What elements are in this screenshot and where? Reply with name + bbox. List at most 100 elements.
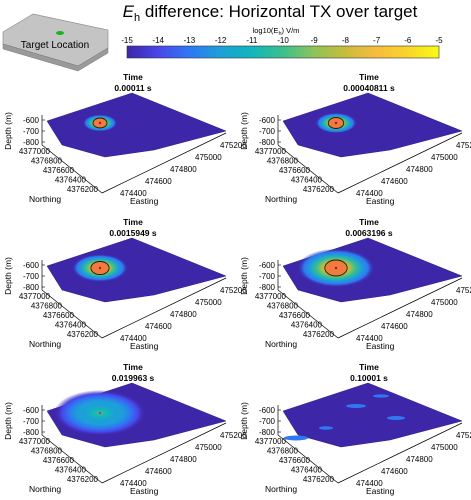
panel-time-label: Time (123, 217, 143, 227)
depth-tick: -800 (23, 283, 40, 292)
depth-tick: -700 (259, 417, 276, 426)
noise-patch (319, 426, 333, 430)
northing-tick: 4376800 (267, 447, 299, 456)
easting-tick: 474600 (145, 467, 172, 476)
noise-patch (284, 435, 308, 441)
northing-tick: 4377000 (255, 437, 287, 446)
northing-axis-label: Northing (265, 194, 297, 204)
easting-tick: 474800 (170, 310, 197, 319)
northing-tick: 4376400 (55, 321, 87, 330)
easting-axis-line (337, 132, 463, 194)
panel-time-value: 0.00011 s (114, 83, 152, 93)
northing-tick: 4376600 (279, 456, 311, 465)
colorbar-tick-8: -7 (373, 36, 381, 45)
easting-tick: 474800 (406, 310, 433, 319)
easting-tick: 475200 (220, 431, 247, 440)
title-italic-part: E (123, 2, 135, 21)
northing-tick: 4376800 (31, 447, 63, 456)
northing-tick: 4376400 (291, 176, 323, 185)
northing-tick: 4376600 (43, 311, 75, 320)
depth-tick: -800 (259, 283, 276, 292)
easting-axis-label: Easting (130, 341, 159, 351)
easting-tick: 474400 (120, 189, 147, 198)
easting-tick: 475200 (456, 431, 471, 440)
northing-tick: 4376400 (55, 176, 87, 185)
northing-tick: 4376200 (67, 475, 99, 484)
northing-tick: 4376200 (303, 475, 335, 484)
easting-tick: 474800 (170, 455, 197, 464)
easting-tick: 474400 (120, 479, 147, 488)
northing-tick: 4376600 (279, 311, 311, 320)
easting-tick: 474600 (145, 322, 172, 331)
easting-axis-label: Easting (130, 196, 159, 206)
inset-label: Target Location (21, 40, 89, 51)
northing-tick: 4377000 (255, 147, 287, 156)
colorbar-tick-0: -15 (121, 36, 133, 45)
target-location-inset: Target Location (2, 13, 109, 72)
target-point (334, 266, 338, 270)
panel-time-label: Time (359, 217, 379, 227)
easting-tick: 475200 (456, 141, 471, 150)
easting-tick: 474800 (170, 165, 197, 174)
northing-tick: 4377000 (255, 292, 287, 301)
depth-axis-label: Depth (m) (3, 402, 13, 440)
depth-tick: -800 (23, 138, 40, 147)
easting-axis-line (101, 422, 227, 484)
depth-tick: -600 (23, 261, 40, 270)
northing-tick: 4376400 (55, 466, 87, 475)
northing-tick: 4376800 (267, 157, 299, 166)
depth-tick: -700 (23, 127, 40, 136)
terrain-surface (46, 237, 227, 303)
northing-tick: 4376400 (291, 321, 323, 330)
colorbar-label: log10(Eh) V/m (253, 26, 300, 37)
northing-tick: 4376200 (303, 185, 335, 194)
easting-tick: 475000 (431, 298, 458, 307)
easting-tick: 475000 (195, 298, 222, 307)
easting-tick: 475200 (456, 286, 471, 295)
inset-terrain-side (2, 43, 109, 72)
depth-tick: -800 (259, 428, 276, 437)
easting-tick: 474600 (381, 467, 408, 476)
easting-axis-label: Easting (366, 341, 395, 351)
northing-axis-line (277, 434, 339, 484)
northing-axis-label: Northing (265, 339, 297, 349)
easting-tick: 474400 (120, 334, 147, 343)
easting-tick: 474600 (145, 177, 172, 186)
panel-time-label: Time (123, 362, 143, 372)
depth-axis-label: Depth (m) (239, 112, 249, 150)
northing-tick: 4377000 (19, 292, 51, 301)
panels: Time 0.00011 s -600 -700 -800 Depth (m) 437700… (3, 72, 471, 496)
title-subscript: h (134, 12, 140, 24)
panel-time-value: 0.019963 s (112, 373, 155, 383)
panel-time-value: 0.0015949 s (109, 228, 157, 238)
depth-tick: -700 (259, 127, 276, 136)
easting-tick: 475000 (195, 443, 222, 452)
northing-tick: 4376800 (31, 157, 63, 166)
depth-axis-label: Depth (m) (3, 112, 13, 150)
easting-axis-label: Easting (366, 486, 395, 496)
terrain-surface (282, 382, 463, 448)
easting-tick: 474600 (381, 322, 408, 331)
colorbar-tick-9: -6 (404, 36, 412, 45)
colorbar-tick-6: -9 (311, 36, 319, 45)
depth-tick: -600 (23, 116, 40, 125)
depth-tick: -600 (259, 406, 276, 415)
colorbar-tick-7: -8 (342, 36, 350, 45)
easting-tick: 475000 (431, 153, 458, 162)
colorbar-tick-1: -14 (152, 36, 164, 45)
target-point (98, 266, 102, 270)
easting-axis-line (337, 422, 463, 484)
depth-axis-label: Depth (m) (239, 257, 249, 295)
depth-tick: -800 (23, 428, 40, 437)
noise-patch (346, 404, 366, 408)
terrain-surface (46, 92, 227, 158)
northing-axis-label: Northing (29, 194, 61, 204)
northing-axis-line (277, 289, 339, 339)
panel-time-value: 0.10001 s (350, 373, 388, 383)
northing-axis-label: Northing (265, 484, 297, 494)
easting-tick: 474400 (356, 189, 383, 198)
northing-tick: 4376800 (267, 302, 299, 311)
colorbar-tick-2: -13 (184, 36, 196, 45)
